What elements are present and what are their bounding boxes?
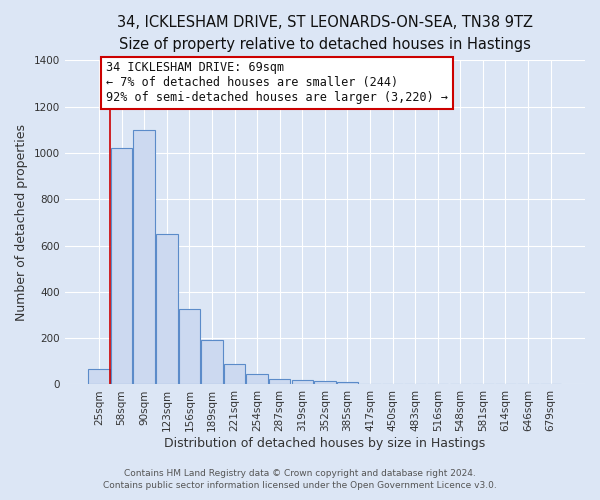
Bar [111, 148, 133, 384]
Bar [88, 370, 110, 384]
Bar [269, 378, 290, 384]
Title: 34, ICKLESHAM DRIVE, ST LEONARDS-ON-SEA, TN38 9TZ
Size of property relative to d: 34, ICKLESHAM DRIVE, ST LEONARDS-ON-SEA,… [117, 15, 533, 52]
X-axis label: Distribution of detached houses by size in Hastings: Distribution of detached houses by size … [164, 437, 485, 450]
Bar [179, 309, 200, 384]
Bar [314, 381, 335, 384]
Bar [247, 374, 268, 384]
Bar [224, 364, 245, 384]
Y-axis label: Number of detached properties: Number of detached properties [15, 124, 28, 321]
Bar [201, 340, 223, 384]
Bar [133, 130, 155, 384]
Bar [292, 380, 313, 384]
Bar [156, 234, 178, 384]
Bar [337, 382, 358, 384]
Text: 34 ICKLESHAM DRIVE: 69sqm
← 7% of detached houses are smaller (244)
92% of semi-: 34 ICKLESHAM DRIVE: 69sqm ← 7% of detach… [106, 62, 448, 104]
Text: Contains HM Land Registry data © Crown copyright and database right 2024.
Contai: Contains HM Land Registry data © Crown c… [103, 468, 497, 490]
